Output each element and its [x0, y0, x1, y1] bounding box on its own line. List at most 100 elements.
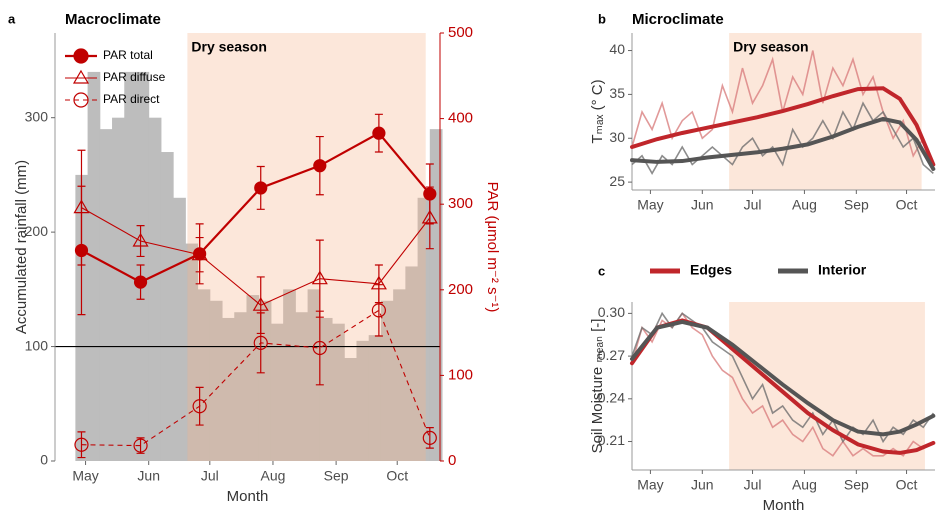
- y-tick-label: 0.27: [598, 347, 625, 363]
- rainfall-bar: [99, 129, 113, 461]
- legend-marker: [72, 69, 90, 84]
- y2-tick-label: 300: [448, 195, 473, 212]
- rainfall-bar: [173, 197, 186, 461]
- error-bar: [77, 149, 86, 266]
- y-tick-label: 200: [25, 223, 49, 239]
- x-tick-label: Sep: [844, 477, 869, 493]
- panel-title: Macroclimate: [65, 11, 161, 28]
- y-tick-label: 25: [609, 173, 625, 189]
- marker: [133, 438, 148, 453]
- rainfall-bar: [148, 117, 162, 461]
- x-tick-label: Oct: [896, 197, 918, 213]
- dry-season-shade: [187, 33, 426, 461]
- x-tick-label: Jun: [691, 477, 714, 493]
- rainfall-bar: [197, 289, 211, 461]
- rainfall-bar: [185, 243, 199, 461]
- error-bar: [195, 386, 204, 426]
- raw-line: [631, 311, 934, 444]
- legend-label: PAR total: [103, 48, 153, 62]
- x-tick-label: Oct: [386, 468, 408, 484]
- y-axis-label: Tₘₐₓ (° C): [589, 79, 606, 143]
- x-tick-label: Aug: [792, 197, 817, 213]
- y-tick-label: 35: [609, 85, 625, 101]
- marker: [313, 159, 327, 173]
- marker: [372, 126, 386, 140]
- rainfall-bar: [307, 289, 321, 461]
- marker: [73, 199, 90, 214]
- marker: [191, 246, 208, 261]
- annotation: Dry season: [191, 39, 266, 55]
- error-bar: [77, 431, 86, 459]
- marker: [252, 297, 269, 311]
- marker: [422, 430, 437, 445]
- rainfall-bar: [246, 295, 260, 461]
- x-tick-label: Jul: [744, 197, 762, 213]
- panel-title: Microclimate: [632, 11, 724, 28]
- y2-tick-label: 400: [448, 110, 473, 127]
- dry-season-shade: [729, 33, 922, 190]
- legend-marker: [73, 92, 89, 108]
- panel-label: b: [598, 11, 606, 26]
- rainfall-bar: [295, 312, 309, 461]
- rainfall-bar: [417, 197, 431, 461]
- rainfall-bar: [209, 300, 223, 461]
- x-tick-label: Jun: [691, 197, 714, 213]
- error-bar: [256, 312, 265, 374]
- marker: [421, 209, 438, 224]
- y-tick-label: 30: [609, 129, 625, 145]
- smooth-line: [630, 319, 936, 437]
- marker: [132, 232, 149, 247]
- y2-axis-label: PAR (μmol m⁻² s⁻¹): [484, 182, 501, 313]
- y2-tick-label: 100: [448, 366, 473, 383]
- x-tick-label: Jun: [137, 468, 160, 484]
- annotation: Dry season: [733, 39, 808, 55]
- dry-season-shade: [729, 302, 925, 470]
- rainfall-bar: [136, 71, 150, 461]
- rainfall-bar: [87, 71, 101, 461]
- rainfall-bar: [283, 289, 296, 461]
- marker: [74, 437, 89, 452]
- x-tick-label: Aug: [261, 468, 286, 484]
- y2-tick-label: 0: [448, 452, 456, 469]
- marker: [311, 270, 328, 285]
- smooth-line: [630, 116, 936, 171]
- legend-label: Interior: [818, 262, 867, 278]
- marker: [192, 399, 207, 414]
- error-bar: [195, 236, 204, 273]
- y-tick-label: 100: [25, 337, 49, 353]
- legend-label: PAR diffuse: [103, 70, 166, 84]
- rainfall-bar: [429, 129, 443, 461]
- x-axis-label: Month: [227, 488, 269, 505]
- y-tick-label: 300: [25, 108, 49, 124]
- marker: [371, 303, 386, 318]
- rainfall-bar: [112, 117, 125, 461]
- rainfall-bar: [405, 266, 419, 461]
- error-bar: [136, 225, 145, 258]
- panel-label: c: [598, 263, 605, 278]
- y-axis-label: Accumulated rainfall (mm): [13, 160, 30, 334]
- x-tick-label: Oct: [896, 477, 918, 493]
- x-tick-label: Aug: [792, 477, 817, 493]
- y2-tick-label: 200: [448, 281, 473, 298]
- rainfall-bar: [380, 300, 394, 461]
- marker: [254, 181, 268, 195]
- y-tick-label: 0: [40, 452, 48, 468]
- marker: [253, 335, 268, 350]
- y-tick-label: 0.30: [598, 304, 625, 320]
- x-tick-label: Sep: [844, 197, 869, 213]
- rainfall-bar: [234, 312, 247, 461]
- rainfall-bar: [356, 340, 370, 461]
- legend-label: Edges: [690, 262, 732, 278]
- y-axis-label: Soil Moisture ₘₑₐₙ [-]: [589, 319, 606, 454]
- rainfall-bar: [368, 335, 382, 461]
- x-tick-label: Sep: [324, 468, 349, 484]
- y-tick-label: 0.21: [598, 432, 625, 448]
- rainfall-bar: [270, 323, 284, 461]
- rainfall-bar: [344, 358, 357, 461]
- y-tick-label: 0.24: [598, 390, 625, 406]
- marker: [312, 340, 327, 356]
- x-tick-label: May: [637, 477, 663, 493]
- x-tick-label: May: [72, 468, 98, 484]
- error-bar: [425, 186, 434, 250]
- rainfall-bar: [393, 289, 406, 461]
